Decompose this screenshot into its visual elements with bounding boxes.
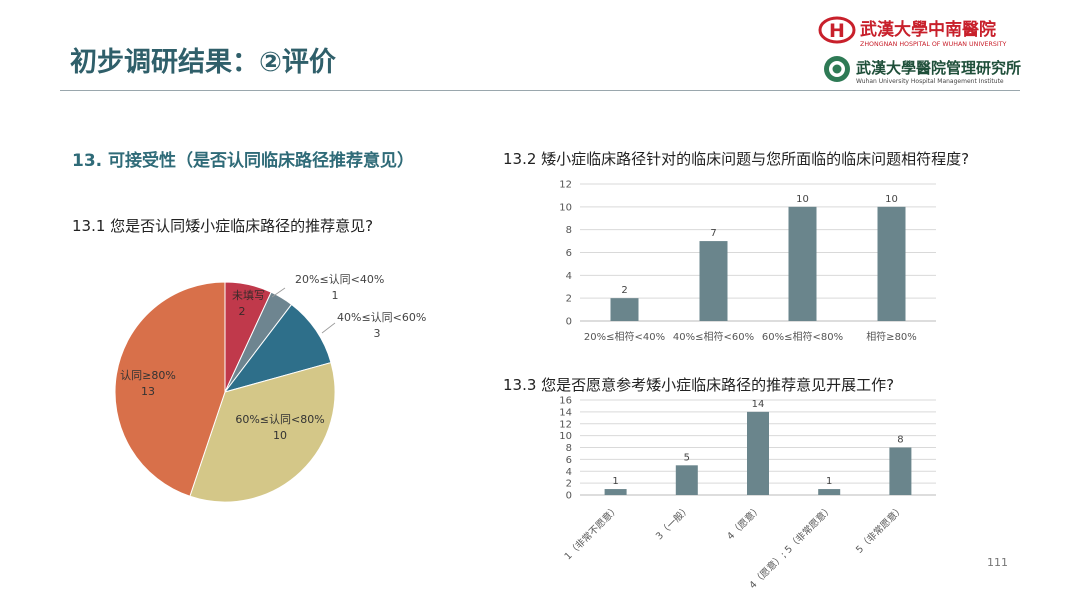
bar-data-label: 5: [684, 452, 690, 463]
x-tick-label: 5（非常愿意）: [853, 503, 906, 556]
title-divider: [60, 90, 1020, 91]
y-tick-label: 12: [559, 419, 572, 430]
y-tick-label: 2: [566, 294, 572, 305]
bar-data-label: 10: [885, 194, 898, 205]
y-tick-label: 16: [559, 396, 572, 407]
x-tick-label: 4（愿意）; 5（非常愿意）: [747, 503, 836, 592]
page-number: 111: [987, 556, 1008, 569]
hospital-management-institute-logo: 武漢大學醫院管理研究所 Wuhan University Hospital Ma…: [824, 56, 1021, 85]
svg-text:H: H: [829, 20, 845, 42]
bar: [889, 447, 912, 495]
bar: [675, 465, 698, 495]
bar: [610, 298, 639, 321]
pie-slice: [114, 281, 226, 497]
zhongnan-hospital-logo: H 武漢大學中南醫院 ZHONGNAN HOSPITAL OF WUHAN UN…: [818, 16, 1007, 48]
institute-name-en: Wuhan University Hospital Management Ins…: [856, 78, 1004, 85]
y-tick-label: 8: [566, 225, 572, 236]
bar-data-label: 14: [752, 399, 765, 410]
question-13-1: 13.1 您是否认同矮小症临床路径的推荐意见?: [72, 217, 374, 235]
question-13-2: 13.2 矮小症临床路径针对的临床问题与您所面临的临床问题相符程度?: [503, 150, 970, 168]
y-tick-label: 14: [559, 407, 572, 418]
hospital-h-icon: H: [818, 16, 856, 44]
pie-slice-label: 认同≥80%: [120, 369, 176, 382]
institute-name-cn: 武漢大學醫院管理研究所: [856, 59, 1021, 77]
y-tick-label: 8: [566, 443, 572, 454]
x-tick-label: 20%≤相符<40%: [584, 330, 665, 343]
section-title: 13. 可接受性（是否认同临床路径推荐意见）: [72, 151, 415, 171]
pie-slice-value: 13: [141, 385, 155, 398]
y-tick-label: 4: [566, 271, 572, 282]
pie-slice-value: 3: [374, 327, 381, 340]
leader-line: [271, 287, 286, 298]
pie-chart-acceptance: 未填写 2 20%≤认同<40% 1 40%≤认同<60% 3 60%≤认同<80% 10 认同…: [114, 273, 426, 503]
pie-slice-label: 20%≤认同<40%: [295, 273, 384, 286]
bar: [877, 206, 906, 321]
x-tick-label: 40%≤相符<60%: [673, 330, 754, 343]
university-emblem-icon: [824, 56, 850, 82]
pie-slice-label: 60%≤认同<80%: [235, 413, 324, 426]
pie-slice: [223, 303, 332, 393]
hospital-name-en: ZHONGNAN HOSPITAL OF WUHAN UNIVERSITY: [860, 41, 1007, 48]
bar-data-label: 2: [621, 285, 627, 296]
x-tick-label: 1（非常不愿意）: [562, 503, 622, 563]
pie-slice-value: 10: [273, 429, 287, 442]
bar: [604, 489, 627, 495]
page-title: 初步调研结果：②评价: [70, 47, 336, 78]
pie-slice-label: 40%≤认同<60%: [337, 311, 426, 324]
x-tick-label: 3（一般）: [653, 503, 693, 543]
y-tick-label: 12: [559, 180, 572, 191]
bar-data-label: 10: [796, 194, 809, 205]
y-tick-label: 10: [559, 202, 572, 213]
y-tick-label: 10: [559, 431, 572, 442]
bar-data-label: 1: [612, 476, 618, 487]
pie-slice: [189, 361, 336, 503]
bar-data-label: 8: [897, 435, 903, 446]
y-tick-label: 4: [566, 467, 572, 478]
bar-chart-relevance: 0 2 4 6 8 10 12 2 20%≤相符<40% 7 40%≤相符<60% 10 60%≤相符<…: [559, 180, 936, 343]
bar: [818, 489, 841, 495]
x-tick-label: 4（愿意）: [724, 503, 764, 543]
y-tick-label: 2: [566, 479, 572, 490]
bar-data-label: 7: [710, 228, 716, 239]
x-tick-label: 相符≥80%: [866, 330, 917, 343]
bar-data-label: 1: [826, 476, 832, 487]
y-tick-label: 6: [566, 455, 572, 466]
bar: [699, 241, 728, 321]
x-tick-label: 60%≤相符<80%: [762, 330, 843, 343]
bar-chart-willingness: 024681012141611（非常不愿意）53（一般）144（愿意）14（愿意…: [559, 396, 936, 592]
leader-line: [321, 322, 336, 334]
pie-slice-label: 未填写: [232, 288, 265, 302]
bar: [788, 206, 817, 321]
y-tick-label: 0: [566, 317, 572, 328]
pie-slice-value: 1: [332, 289, 339, 302]
y-tick-label: 0: [566, 491, 572, 502]
pie-slice-value: 2: [239, 305, 246, 318]
y-tick-label: 6: [566, 248, 572, 259]
question-13-3: 13.3 您是否愿意参考矮小症临床路径的推荐意见开展工作?: [503, 376, 895, 394]
hospital-name-cn: 武漢大學中南醫院: [860, 19, 996, 40]
bar: [747, 411, 769, 495]
